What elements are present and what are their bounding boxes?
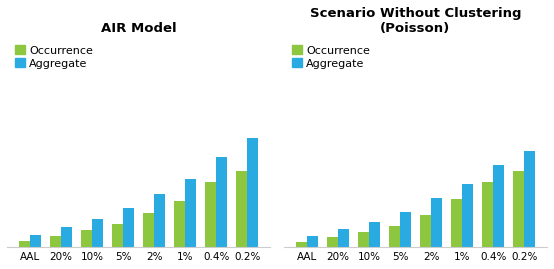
Bar [206, 182, 216, 247]
Bar [81, 230, 92, 247]
Bar [123, 208, 134, 247]
Bar [338, 229, 348, 247]
Legend: Occurrence, Aggregate: Occurrence, Aggregate [290, 43, 372, 71]
Bar [185, 179, 196, 247]
Bar [247, 139, 258, 247]
Bar [514, 171, 524, 247]
Bar [154, 194, 165, 247]
Bar [30, 235, 40, 247]
Bar [389, 226, 400, 247]
Bar [327, 237, 338, 247]
Bar [112, 224, 123, 247]
Bar [451, 199, 462, 247]
Bar [296, 242, 307, 247]
Bar [483, 182, 493, 247]
Bar [92, 219, 103, 247]
Bar [431, 198, 442, 247]
Title: AIR Model: AIR Model [101, 22, 176, 35]
Bar [400, 212, 411, 247]
Bar [493, 165, 504, 247]
Bar [524, 151, 535, 247]
Bar [369, 222, 380, 247]
Bar [237, 171, 247, 247]
Bar [19, 241, 30, 247]
Title: Scenario Without Clustering
(Poisson): Scenario Without Clustering (Poisson) [310, 7, 521, 35]
Bar [50, 236, 61, 247]
Bar [61, 227, 71, 247]
Bar [358, 232, 369, 247]
Bar [462, 183, 473, 247]
Bar [307, 236, 317, 247]
Legend: Occurrence, Aggregate: Occurrence, Aggregate [13, 43, 95, 71]
Bar [420, 215, 431, 247]
Bar [216, 157, 227, 247]
Bar [143, 213, 154, 247]
Bar [174, 201, 185, 247]
